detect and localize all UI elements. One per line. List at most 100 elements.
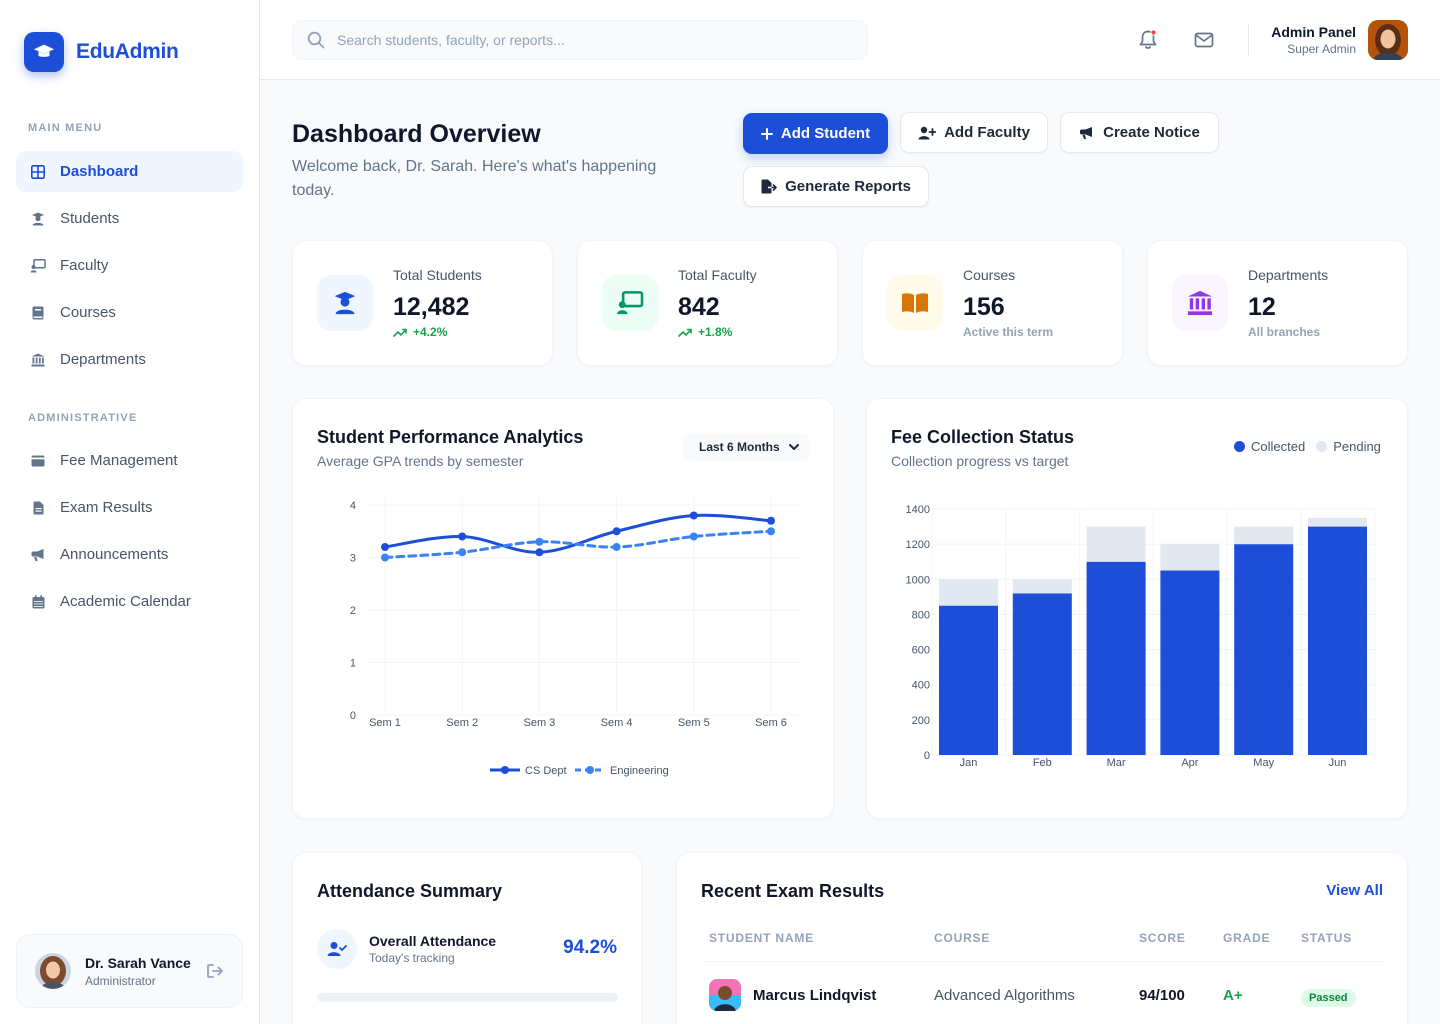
stat-value: 156 (963, 293, 1005, 321)
stat-trend-value: +4.2% (413, 325, 448, 339)
y-tick-label: 800 (912, 609, 930, 621)
building-columns-icon (1172, 275, 1228, 331)
student-name: Marcus Lindqvist (753, 987, 877, 1004)
column-header-score[interactable]: SCORE (1139, 931, 1186, 945)
period-select[interactable]: Last 6 Months (683, 433, 809, 461)
admin-avatar[interactable] (1368, 20, 1408, 60)
admin-name: Admin Panel (1271, 24, 1356, 40)
file-lines-icon (30, 500, 46, 516)
exam-results-title: Recent Exam Results (701, 881, 885, 901)
performance-subtitle: Average GPA trends by semester (317, 453, 524, 469)
column-header-status[interactable]: STATUS (1301, 931, 1353, 945)
x-tick-label: Sem 5 (678, 717, 710, 729)
legend-label: CS Dept (525, 765, 567, 777)
y-tick-label: 0 (350, 710, 356, 722)
attendance-row: Overall Attendance Today's tracking 94.2… (317, 929, 617, 971)
book-open-icon (887, 275, 943, 331)
y-tick-label: 1000 (906, 574, 930, 586)
logout-icon[interactable] (207, 964, 224, 978)
sidebar-item-label: Students (60, 210, 120, 227)
sidebar-item-faculty[interactable]: Faculty (16, 245, 243, 286)
column-header-student[interactable]: STUDENT NAME (709, 931, 814, 945)
bar-collected (939, 605, 998, 755)
sidebar-item-departments[interactable]: Departments (16, 339, 243, 380)
x-tick-label: Sem 6 (755, 717, 787, 729)
attendance-label: Overall Attendance (369, 933, 497, 949)
sidebar-item-students[interactable]: Students (16, 198, 243, 239)
fee-bar-chart: 0 200 400 600 800 1000 1200 1400 Jan Feb Mar Apr May… (906, 504, 1379, 769)
stat-trend: +4.2% (393, 325, 447, 339)
sidebar-item-label: Departments (60, 351, 146, 368)
user-graduate-icon (317, 275, 373, 331)
administrative-heading: ADMINISTRATIVE (28, 412, 138, 424)
generate-reports-label: Generate Reports (785, 178, 911, 195)
stat-label: Total Faculty (678, 267, 757, 283)
sidebar: EduAdmin MAIN MENU Dashboard Students Fa… (0, 0, 260, 1024)
bar-pending (1160, 544, 1220, 571)
legend-swatch-pending (1316, 441, 1328, 452)
sidebar-item-fee-management[interactable]: Fee Management (16, 440, 243, 481)
sidebar-item-announcements[interactable]: Announcements (16, 534, 243, 575)
column-header-course[interactable]: COURSE (934, 931, 991, 945)
brand-name: EduAdmin (76, 40, 179, 63)
search-input[interactable] (337, 32, 837, 48)
legend-marker (586, 766, 594, 774)
performance-title: Student Performance Analytics (317, 427, 584, 447)
sidebar-item-courses[interactable]: Courses (16, 292, 243, 333)
data-point (612, 527, 621, 536)
sidebar-item-label: Exam Results (60, 499, 153, 516)
trend-up-icon (678, 328, 692, 337)
stat-trend-value: +1.8% (698, 325, 733, 339)
sidebar-item-label: Fee Management (60, 452, 178, 469)
mail-icon[interactable] (1192, 28, 1216, 52)
x-tick-label: Feb (1033, 757, 1052, 769)
legend-label-pending: Pending (1333, 439, 1381, 454)
admin-info[interactable]: Admin Panel Super Admin (1271, 24, 1356, 56)
add-faculty-button[interactable]: Add Faculty (900, 112, 1048, 153)
grid-icon (30, 164, 46, 180)
stat-card-courses: Courses 156 Active this term (862, 240, 1123, 366)
add-student-button[interactable]: Add Student (743, 113, 888, 154)
y-tick-label: 1 (350, 658, 356, 670)
sidebar-item-label: Faculty (60, 257, 109, 274)
bullhorn-icon (30, 547, 46, 563)
create-notice-label: Create Notice (1103, 124, 1200, 141)
profile-name: Dr. Sarah Vance (85, 954, 191, 971)
sidebar-item-exam-results[interactable]: Exam Results (16, 487, 243, 528)
stat-value: 842 (678, 293, 720, 321)
attendance-sub: Today's tracking (369, 951, 455, 965)
admin-role: Super Admin (1287, 42, 1356, 56)
create-notice-button[interactable]: Create Notice (1060, 112, 1219, 153)
user-plus-icon (918, 126, 937, 140)
y-tick-label: 200 (912, 715, 930, 727)
column-header-grade[interactable]: GRADE (1223, 931, 1271, 945)
stat-label: Courses (963, 267, 1016, 283)
legend-label: Engineering (610, 765, 669, 777)
data-point (381, 553, 389, 562)
brand[interactable]: EduAdmin (24, 32, 179, 72)
fee-subtitle: Collection progress vs target (891, 453, 1069, 469)
avatar[interactable] (35, 953, 71, 989)
x-tick-label: Jan (960, 757, 978, 769)
performance-chart-card: Student Performance Analytics Average GP… (292, 398, 834, 819)
course-name: Advanced Algorithms (934, 987, 1075, 1004)
gpa-line-chart: 0 1 2 3 4 Sem 1 Sem 2 Sem 3 Sem 4 Sem 5 Sem 6 CS De… (350, 497, 799, 777)
view-all-link[interactable]: View All (1326, 882, 1383, 899)
user-check-icon (317, 929, 357, 969)
data-point (458, 532, 467, 541)
generate-reports-button[interactable]: Generate Reports (743, 166, 929, 207)
page-title: Dashboard Overview (292, 120, 541, 148)
bar-collected (1308, 526, 1367, 755)
bar-collected (1086, 561, 1146, 755)
chalkboard-teacher-icon (30, 258, 46, 274)
y-tick-label: 2 (350, 605, 356, 617)
series-line-cs-dept (383, 513, 773, 554)
chevron-down-icon (789, 443, 799, 451)
notification-bell-icon[interactable] (1136, 28, 1160, 52)
attendance-card: Attendance Summary Overall Attendance To… (292, 852, 642, 1024)
chalkboard-teacher-icon (602, 275, 658, 331)
sidebar-item-dashboard[interactable]: Dashboard (16, 151, 243, 192)
sidebar-item-academic-calendar[interactable]: Academic Calendar (16, 581, 243, 622)
exam-grade: A+ (1223, 987, 1243, 1004)
bar-collected (1012, 593, 1072, 755)
